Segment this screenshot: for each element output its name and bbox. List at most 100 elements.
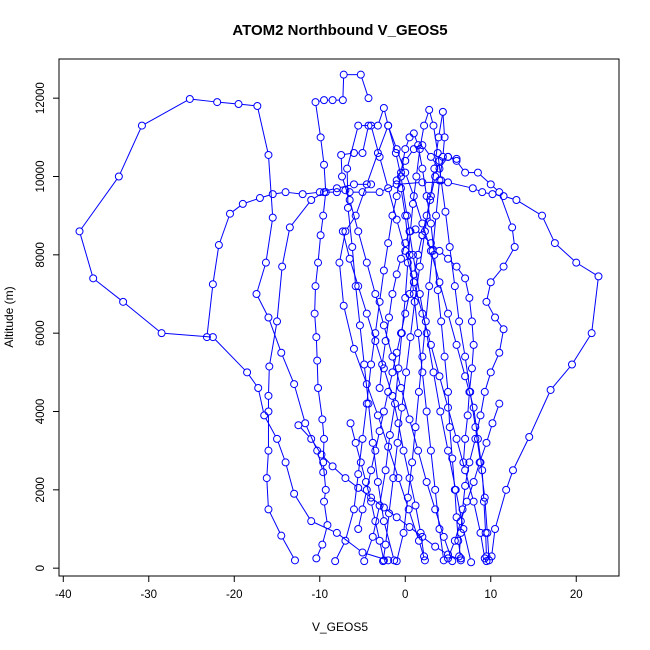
series-line-segment xyxy=(286,465,294,491)
series-line-segment xyxy=(416,152,420,174)
data-point xyxy=(367,466,376,475)
series-line-segment xyxy=(415,395,420,424)
data-point xyxy=(362,258,371,267)
data-point xyxy=(264,446,273,455)
series-line-segment xyxy=(543,218,554,241)
series-line-segment xyxy=(241,103,254,107)
data-point xyxy=(349,505,358,514)
series-line-segment xyxy=(295,496,310,519)
series-line-segment xyxy=(435,512,444,534)
series-3 xyxy=(202,180,376,342)
series-line-segment xyxy=(451,182,470,188)
series-line-segment xyxy=(353,477,359,507)
data-point xyxy=(307,517,316,526)
y-tick-label: 2000 xyxy=(35,477,47,503)
series-line-segment xyxy=(350,261,358,283)
series-line-segment xyxy=(455,524,461,538)
data-point xyxy=(409,145,418,154)
data-point xyxy=(416,528,425,537)
series-line-segment xyxy=(495,493,506,526)
data-point xyxy=(373,478,382,486)
data-point xyxy=(483,528,492,537)
series-line-segment xyxy=(409,258,414,291)
series-line-segment xyxy=(422,172,427,193)
data-point xyxy=(486,278,495,287)
series-10 xyxy=(335,121,476,567)
data-point xyxy=(388,290,397,298)
series-line-segment xyxy=(426,336,434,369)
data-point xyxy=(278,262,287,271)
data-point xyxy=(486,368,495,377)
series-line-segment xyxy=(257,109,269,152)
series-line-segment xyxy=(437,548,446,554)
data-point xyxy=(265,362,274,371)
series-line-segment xyxy=(245,198,257,204)
data-point xyxy=(415,262,424,271)
series-line-segment xyxy=(315,340,318,358)
series-line-segment xyxy=(339,234,346,260)
series-line-segment xyxy=(399,518,408,526)
data-point xyxy=(461,352,470,361)
series-line-segment xyxy=(265,221,273,260)
data-point xyxy=(435,246,444,255)
data-point xyxy=(337,172,346,181)
series-line-segment xyxy=(375,344,384,366)
series-line-segment xyxy=(388,481,394,510)
series-line-segment xyxy=(266,481,269,506)
series-15 xyxy=(338,227,429,561)
series-line-segment xyxy=(367,265,375,291)
series-line-segment xyxy=(473,504,481,530)
series-line-segment xyxy=(366,485,371,499)
data-point xyxy=(431,505,440,514)
series-line-segment xyxy=(379,273,384,299)
series-line-segment xyxy=(384,328,392,354)
data-point xyxy=(379,103,388,112)
series-line-segment xyxy=(383,548,386,558)
series-line-segment xyxy=(450,260,455,265)
data-point xyxy=(264,407,273,416)
series-line-segment xyxy=(383,246,389,268)
data-point xyxy=(480,554,489,563)
series-line-segment xyxy=(480,536,485,556)
series-line-segment xyxy=(425,289,430,318)
data-point xyxy=(454,536,463,545)
data-point xyxy=(381,540,390,549)
data-point xyxy=(405,250,414,259)
data-point xyxy=(312,333,321,342)
series-line-segment xyxy=(399,481,409,507)
data-point xyxy=(394,419,403,428)
data-point xyxy=(367,497,376,506)
y-tick-label: 4000 xyxy=(35,399,47,425)
data-point xyxy=(486,180,495,189)
series-line-segment xyxy=(214,339,246,371)
data-point xyxy=(433,286,442,295)
series-line-segment xyxy=(405,175,414,193)
data-point xyxy=(358,505,367,514)
series-line-segment xyxy=(463,442,466,459)
series-line-segment xyxy=(448,316,457,342)
data-point xyxy=(459,458,468,467)
series-line-segment xyxy=(346,218,355,229)
data-point xyxy=(572,258,581,267)
series-line-segment xyxy=(342,78,345,97)
data-point xyxy=(262,474,271,483)
data-point xyxy=(409,129,418,138)
data-point xyxy=(375,501,384,510)
data-point xyxy=(436,407,445,416)
series-line-segment xyxy=(445,215,450,244)
series-line-segment xyxy=(491,355,499,370)
series-line-segment xyxy=(276,270,283,318)
series-line-segment xyxy=(346,172,349,205)
series-line-segment xyxy=(282,355,294,382)
series-14 xyxy=(375,225,478,467)
series-line-segment xyxy=(320,219,324,232)
series-line-segment xyxy=(429,254,433,283)
data-point xyxy=(415,145,424,154)
data-point xyxy=(375,427,384,436)
data-point xyxy=(384,442,393,451)
data-point xyxy=(478,188,487,197)
data-point xyxy=(337,150,346,159)
series-line-segment xyxy=(354,351,367,381)
series-line-segment xyxy=(424,538,433,545)
series-line-segment xyxy=(418,453,427,479)
